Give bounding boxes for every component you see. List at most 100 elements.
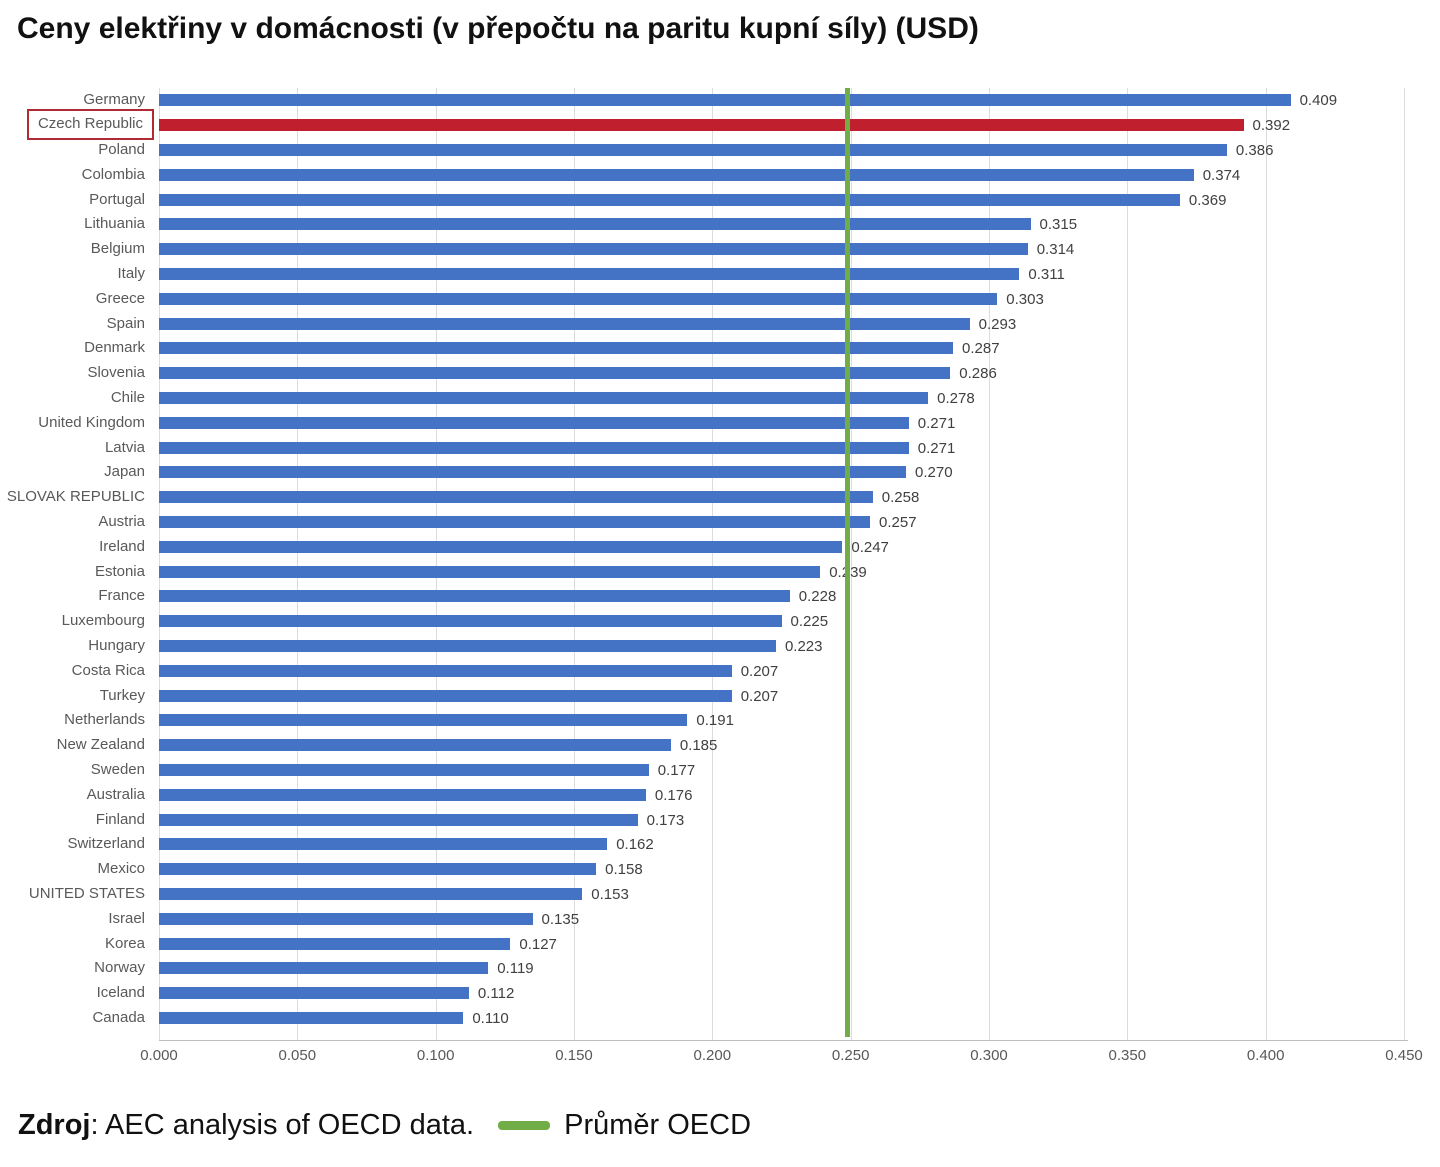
country-label: Korea xyxy=(104,934,145,952)
x-tick-label: 0.250 xyxy=(831,1047,870,1064)
bar xyxy=(159,664,732,677)
bar xyxy=(159,937,511,950)
value-label: 0.286 xyxy=(959,365,997,383)
gridline xyxy=(1127,88,1129,1040)
value-label: 0.207 xyxy=(740,687,779,705)
bar xyxy=(159,714,688,727)
value-label: 0.287 xyxy=(962,340,1000,358)
x-tick-label: 0.000 xyxy=(140,1047,178,1064)
bar xyxy=(159,863,597,876)
country-label: Ireland xyxy=(99,537,145,555)
x-tick-label: 0.050 xyxy=(278,1047,317,1064)
gridline xyxy=(850,88,852,1040)
x-tick-label: 0.400 xyxy=(1246,1047,1285,1064)
country-label: Canada xyxy=(92,1009,145,1026)
bar xyxy=(159,342,954,355)
gridline xyxy=(435,88,437,1040)
bar xyxy=(159,317,970,330)
value-label: 0.185 xyxy=(679,737,718,755)
country-label: Chile xyxy=(110,389,145,406)
bar xyxy=(159,912,533,925)
bar xyxy=(159,218,1031,231)
country-label: Poland xyxy=(98,141,145,158)
country-label: Switzerland xyxy=(67,835,145,853)
country-label: Spain xyxy=(106,314,145,332)
country-label: Latvia xyxy=(104,438,145,456)
gridline xyxy=(989,88,990,1040)
country-label: Austria xyxy=(98,513,145,530)
country-label: Denmark xyxy=(84,339,145,357)
highlight-box: Czech Republic xyxy=(26,109,154,141)
country-label: Hungary xyxy=(88,637,145,654)
x-tick-label: 0.350 xyxy=(1108,1047,1147,1064)
country-label: Australia xyxy=(86,785,145,803)
x-axis-line xyxy=(159,1040,1408,1041)
country-label: Israel xyxy=(108,909,145,927)
x-tick-label: 0.450 xyxy=(1385,1047,1423,1064)
bar xyxy=(159,1012,464,1024)
value-label: 0.127 xyxy=(519,935,557,953)
value-label: 0.177 xyxy=(657,762,696,779)
bar xyxy=(159,193,1180,206)
value-label: 0.223 xyxy=(784,638,823,655)
legend-line-swatch xyxy=(498,1120,551,1130)
bar xyxy=(159,441,909,454)
country-label: Greece xyxy=(95,289,145,307)
value-label: 0.392 xyxy=(1252,117,1291,135)
value-label: 0.409 xyxy=(1299,92,1338,110)
source-label-rest: : AEC analysis of OECD data. xyxy=(90,1108,475,1141)
value-label: 0.303 xyxy=(1006,290,1044,308)
bar xyxy=(159,962,489,975)
bar xyxy=(159,416,909,429)
country-label: Estonia xyxy=(94,562,145,580)
country-label: Lithuania xyxy=(84,215,145,233)
value-label: 0.258 xyxy=(881,489,920,507)
bar xyxy=(159,491,873,504)
gridline xyxy=(297,88,299,1040)
value-label: 0.386 xyxy=(1235,142,1274,159)
value-label: 0.315 xyxy=(1039,216,1078,234)
bar xyxy=(159,888,583,900)
country-label: Sweden xyxy=(90,761,145,778)
x-tick-label: 0.100 xyxy=(416,1047,455,1064)
country-label: Finland xyxy=(95,810,145,828)
country-label: Colombia xyxy=(81,165,145,183)
value-label: 0.135 xyxy=(541,910,580,928)
bar xyxy=(159,144,1227,156)
country-label: Luxembourg xyxy=(61,612,145,630)
bar xyxy=(159,788,646,801)
value-label: 0.119 xyxy=(497,960,534,978)
value-label: 0.271 xyxy=(917,439,956,457)
bar xyxy=(159,168,1194,181)
value-label: 0.374 xyxy=(1202,166,1241,184)
value-label: 0.225 xyxy=(790,613,829,631)
value-label: 0.257 xyxy=(879,514,917,531)
country-label: Belgium xyxy=(90,240,145,258)
value-label: 0.207 xyxy=(740,662,779,680)
country-label: Mexico xyxy=(97,860,145,878)
bar xyxy=(159,689,732,702)
bar xyxy=(159,392,929,404)
value-label: 0.311 xyxy=(1028,266,1065,283)
gridline xyxy=(574,88,575,1040)
gridline xyxy=(712,88,714,1040)
bar-chart: 0.000 0.050 0.100 0.150 0.200 0.250 0.300 0.350… xyxy=(0,88,1423,1064)
country-label: United Kingdom xyxy=(38,413,145,431)
gridline xyxy=(1404,88,1405,1040)
value-label: 0.270 xyxy=(915,464,953,482)
x-tick-label: 0.150 xyxy=(555,1047,593,1064)
x-tick-label: 0.300 xyxy=(970,1047,1008,1064)
value-label: 0.191 xyxy=(696,712,734,730)
source-label-bold: Zdroj xyxy=(18,1108,91,1141)
bar xyxy=(159,367,951,380)
country-label: Czech Republic xyxy=(0,109,154,141)
reference-line xyxy=(845,88,851,1037)
value-label: 0.247 xyxy=(851,538,889,556)
bar xyxy=(159,615,782,628)
country-label: Portugal xyxy=(89,190,145,208)
bar xyxy=(159,764,649,776)
value-label: 0.314 xyxy=(1036,241,1075,259)
value-label: 0.173 xyxy=(646,811,685,829)
x-tick-label: 0.200 xyxy=(693,1047,732,1064)
